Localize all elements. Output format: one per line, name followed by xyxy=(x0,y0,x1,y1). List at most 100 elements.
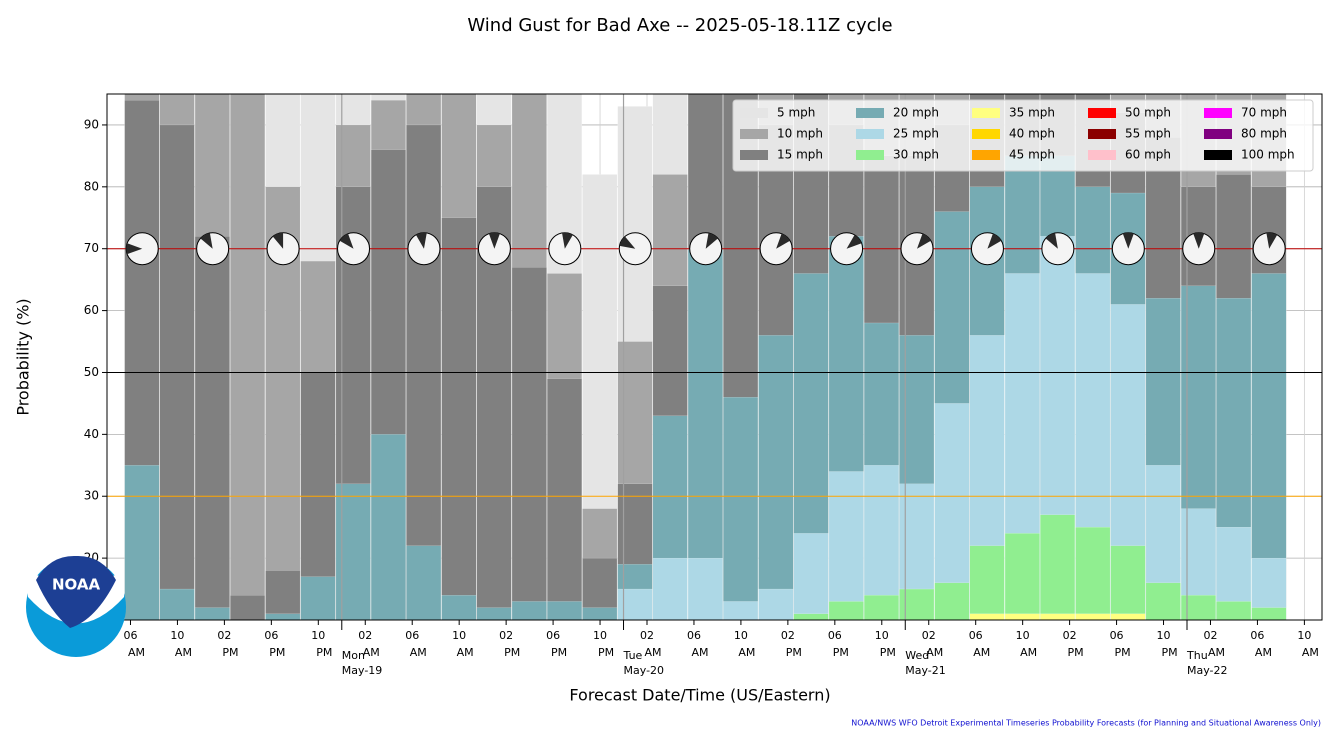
bar xyxy=(1040,613,1076,620)
x-tick-label: 02 xyxy=(1203,629,1217,642)
x-tick-label: PM xyxy=(598,646,614,659)
x-tick-label: AM xyxy=(1208,646,1225,659)
bar xyxy=(441,217,477,620)
bar xyxy=(547,601,582,620)
legend-label: 15 mph xyxy=(777,148,823,162)
vane-wedge xyxy=(619,236,636,249)
legend-swatch xyxy=(740,150,768,160)
legend-swatch xyxy=(1204,108,1232,118)
x-axis-label: Forecast Date/Time (US/Eastern) xyxy=(569,686,830,705)
bar xyxy=(828,601,864,620)
wind-vane xyxy=(266,232,300,266)
legend-swatch xyxy=(856,150,884,160)
bar xyxy=(124,465,160,620)
legend-swatch xyxy=(1088,150,1116,160)
day-label: Tue xyxy=(623,649,643,662)
vane-wedge xyxy=(776,233,790,249)
x-tick-label: 06 xyxy=(1110,629,1124,642)
bar xyxy=(476,607,512,620)
x-tick-label: 06 xyxy=(264,629,278,642)
bar xyxy=(1251,607,1287,620)
x-tick-label: PM xyxy=(316,646,332,659)
y-tick-label: 30 xyxy=(84,489,99,503)
wind-vane xyxy=(407,232,441,266)
y-tick-label: 70 xyxy=(84,241,99,255)
x-tick-label: 06 xyxy=(1250,629,1264,642)
x-tick-label: 10 xyxy=(452,629,466,642)
x-tick-label: PM xyxy=(833,646,849,659)
legend-label: 35 mph xyxy=(1009,106,1055,120)
bar xyxy=(793,613,829,620)
vane-wedge xyxy=(1266,232,1278,249)
x-tick-label: PM xyxy=(551,646,567,659)
x-tick-label: PM xyxy=(880,646,896,659)
x-tick-label: 06 xyxy=(969,629,983,642)
wind-vane xyxy=(759,232,793,266)
bar xyxy=(1110,545,1146,620)
bar xyxy=(1180,595,1216,620)
bar xyxy=(969,613,1005,620)
vane-wedge xyxy=(1122,232,1134,249)
x-tick-label: 10 xyxy=(1157,629,1171,642)
day-label: May-22 xyxy=(1187,664,1228,677)
x-tick-label: 06 xyxy=(405,629,419,642)
legend-label: 100 mph xyxy=(1241,148,1295,162)
bar xyxy=(969,545,1005,620)
vane-wedge xyxy=(846,234,862,249)
wind-vane xyxy=(830,232,864,266)
vane-wedge xyxy=(339,233,354,249)
legend-swatch xyxy=(1204,150,1232,160)
bar xyxy=(1075,527,1111,620)
bar xyxy=(864,465,899,620)
bar xyxy=(265,613,301,620)
day-label: Wed xyxy=(905,649,929,662)
wind-vane xyxy=(337,232,371,266)
bar xyxy=(758,588,794,620)
legend-label: 45 mph xyxy=(1009,148,1055,162)
wind-vane xyxy=(900,232,934,266)
legend-swatch xyxy=(1088,129,1116,139)
vane-wedge xyxy=(488,232,500,249)
wind-vane xyxy=(1041,232,1075,266)
bar xyxy=(934,582,970,620)
vane-wedge xyxy=(1045,232,1058,249)
bar xyxy=(1040,514,1076,620)
x-tick-label: PM xyxy=(269,646,285,659)
bar xyxy=(194,607,230,620)
bar xyxy=(652,557,688,620)
logo-text: NOAA xyxy=(52,576,101,594)
vane-wedge xyxy=(705,232,718,249)
bar xyxy=(511,267,547,620)
bar xyxy=(1110,613,1146,620)
vane-wedge xyxy=(1193,232,1205,249)
x-tick-label: 10 xyxy=(311,629,325,642)
legend-label: 40 mph xyxy=(1009,127,1055,141)
wind-vane xyxy=(1111,232,1145,266)
plot-area xyxy=(107,94,1322,620)
x-tick-label: AM xyxy=(973,646,990,659)
bar xyxy=(1075,613,1111,620)
x-tick-label: PM xyxy=(504,646,520,659)
x-tick-label: 06 xyxy=(123,629,137,642)
legend-label: 60 mph xyxy=(1125,148,1171,162)
bar xyxy=(441,595,477,620)
vane-wedge xyxy=(415,232,427,249)
legend-label: 55 mph xyxy=(1125,127,1171,141)
x-tick-label: AM xyxy=(457,646,474,659)
bar xyxy=(793,533,829,620)
legend-swatch xyxy=(1204,129,1232,139)
bar xyxy=(1216,601,1252,620)
bar xyxy=(370,434,406,620)
bar xyxy=(828,471,864,620)
legend-swatch xyxy=(972,108,1000,118)
bar xyxy=(1004,613,1040,620)
legend-swatch xyxy=(856,129,884,139)
wind-vane xyxy=(689,232,723,266)
x-tick-label: 06 xyxy=(828,629,842,642)
x-tick-label: 02 xyxy=(781,629,795,642)
x-tick-label: PM xyxy=(1115,646,1131,659)
wind-vane xyxy=(196,232,230,266)
x-tick-label: PM xyxy=(1161,646,1177,659)
wind-vane xyxy=(1252,232,1286,266)
